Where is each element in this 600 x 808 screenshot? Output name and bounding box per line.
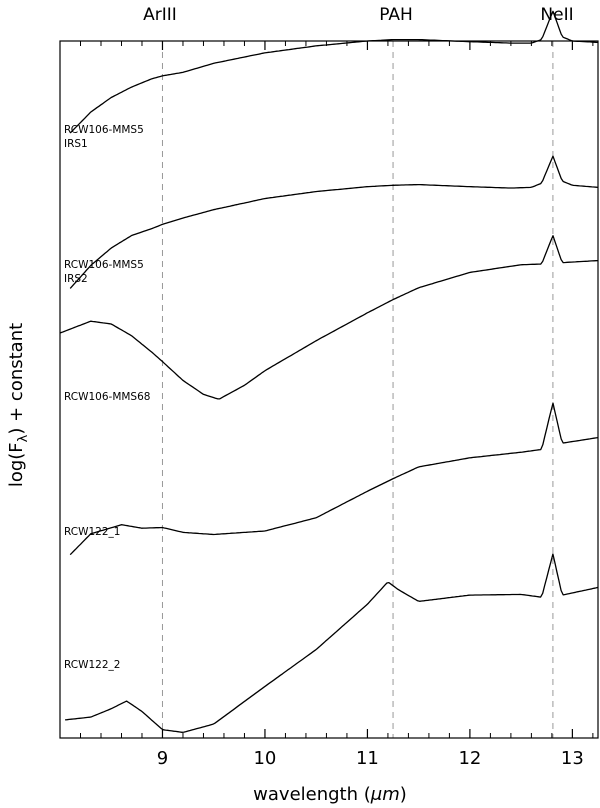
series-line-rcw106-mms5-irs2 (69, 155, 599, 289)
x-tick-label-9: 9 (157, 748, 168, 769)
series-label-rcw106-mms5-irs2: RCW106-MMS5 IRS2 (64, 259, 144, 285)
line-marker-labels: ArIII PAH NeII (143, 5, 573, 25)
x-tick-label-13: 13 (561, 748, 584, 769)
series-label-rcw122-2: RCW122_2 (64, 659, 120, 671)
x-tick-label-10: 10 (253, 748, 276, 769)
series-line-rcw122-1 (69, 402, 599, 556)
series-labels: RCW106-MMS5 IRS1 RCW106-MMS5 IRS2 RCW106-MMS… (64, 124, 150, 671)
y-axis-label: log(Fλ) + constant (6, 323, 31, 487)
line-label-ariii: ArIII (143, 5, 177, 25)
line-label-pah: PAH (379, 5, 413, 25)
series-label-rcw106-mms5-irs1: RCW106-MMS5 IRS1 (64, 124, 144, 150)
series-line-rcw122-2 (65, 553, 599, 733)
series-label-rcw106-mms68: RCW106-MMS68 (64, 391, 150, 403)
x-axis-ticks: 9 10 11 12 13 (79, 41, 594, 769)
series-line-rcw106-mms68 (59, 235, 599, 400)
x-axis-label: wavelength (μm) (253, 784, 407, 805)
line-marker-guides (161, 41, 554, 738)
series-line-rcw106-mms5-irs1 (69, 10, 599, 134)
series-label-rcw122-1: RCW122_1 (64, 526, 120, 538)
spectra-series (59, 10, 599, 733)
x-tick-label-12: 12 (458, 748, 481, 769)
x-tick-label-11: 11 (356, 748, 379, 769)
plot-frame (59, 40, 599, 739)
